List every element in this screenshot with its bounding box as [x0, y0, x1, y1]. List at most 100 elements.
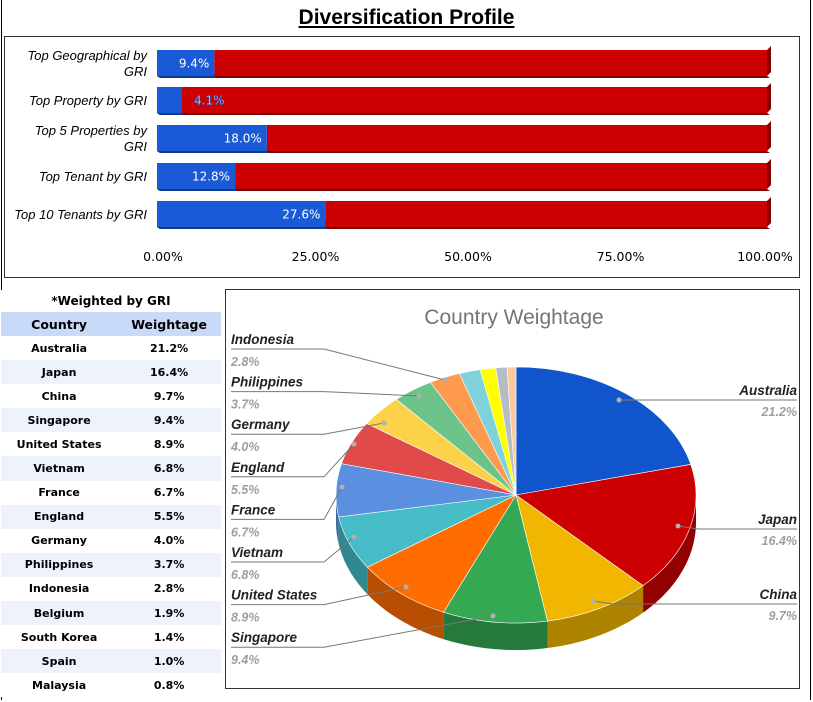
pie-slice-side: [367, 567, 444, 640]
callout-dot: [675, 523, 681, 529]
table-row: England 5.5%: [1, 504, 221, 529]
callout-dot: [351, 441, 357, 447]
bar-remainder: [325, 201, 767, 227]
callout-value: 9.4%: [231, 653, 260, 667]
pie-slice: [515, 464, 697, 587]
table-row: Philippines 3.7%: [1, 552, 221, 577]
pie-slice-side: [547, 585, 644, 649]
callout-value: 6.8%: [231, 568, 260, 582]
weightage-cell: 9.4%: [117, 408, 221, 433]
country-cell: Singapore: [1, 408, 118, 433]
country-cell: Spain: [1, 649, 118, 674]
pie-top: [335, 366, 697, 624]
bar-shadow: [157, 189, 239, 191]
weightage-cell: 5.5%: [117, 504, 221, 529]
country-cell: United States: [1, 432, 118, 457]
bar: [157, 163, 236, 189]
bar-remainder: [214, 50, 768, 76]
callout-value: 9.7%: [769, 609, 798, 623]
bar-chart-panel: 9.4% Top Geographical by GRI 4.1% Top Proper…: [4, 36, 800, 278]
bar-value-label: 27.6%: [282, 208, 320, 222]
weightage-cell: 8.9%: [117, 432, 221, 457]
weightage-cell: 1.4%: [117, 625, 221, 650]
callout-name: United States: [231, 588, 318, 603]
category-label: Top 5 Properties by: [35, 123, 149, 138]
callout-name: Germany: [231, 417, 291, 432]
callout-name: Australia: [738, 383, 797, 398]
callout-name: Japan: [758, 512, 797, 527]
column-header-country: Country: [1, 312, 118, 336]
weightage-cell: 3.7%: [117, 552, 221, 577]
callout-line: [231, 615, 494, 648]
callout-name: England: [231, 460, 285, 475]
table-row: Indonesia 2.8%: [1, 576, 221, 602]
pie-slice-side: [338, 516, 368, 595]
pie-slice: [506, 366, 517, 496]
callout-value: 16.4%: [762, 534, 797, 548]
callout-value: 21.2%: [761, 405, 797, 419]
callout-name: Vietnam: [231, 545, 283, 560]
bar: [157, 87, 183, 113]
category-label: Top 10 Tenants by GRI: [14, 207, 147, 222]
bar-shadow: [157, 113, 186, 115]
weightage-table-panel: *Weighted by GRI Country Weightage Austr…: [1, 290, 221, 698]
column-header-weightage: Weightage: [117, 312, 221, 336]
callout-dot: [590, 598, 596, 604]
pie-slice: [366, 494, 517, 613]
callout-name: Philippines: [231, 375, 304, 390]
weightage-cell: 9.7%: [117, 384, 221, 409]
bar-bottom-face: [157, 76, 770, 78]
bar-shadow: [157, 227, 329, 229]
category-label: GRI: [124, 139, 148, 154]
bar: [157, 125, 267, 151]
bar: [157, 50, 215, 76]
callout-value: 3.7%: [231, 398, 260, 412]
weightage-cell: 0.8%: [117, 673, 221, 698]
pie-chart-panel: Country Weightage Australia 21.2% Japan 16.4…: [225, 289, 800, 689]
callout-line: [231, 391, 420, 397]
pie-slice-side: [643, 495, 696, 613]
bar-group: 4.1% Top Property by GRI: [29, 83, 771, 115]
category-label: GRI: [124, 64, 148, 79]
bar-bottom-face: [157, 113, 770, 115]
callout-value: 8.9%: [231, 611, 260, 625]
bar-shadow: [157, 76, 218, 78]
callout-line: [231, 443, 355, 478]
bar-group: 27.6% Top 10 Tenants by GRI: [14, 197, 771, 229]
callout-line: [231, 422, 385, 435]
category-label: Top Geographical by: [28, 48, 149, 63]
callout-dot: [490, 613, 496, 619]
page-title: Diversification Profile: [298, 6, 515, 29]
pie-slice: [443, 494, 548, 624]
bar-group: 12.8% Top Tenant by GRI: [39, 159, 771, 191]
pie-slice-side: [443, 612, 548, 650]
bar-value-label: 18.0%: [224, 132, 262, 146]
x-tick-label: 75.00%: [597, 249, 645, 264]
callout-value: 6.7%: [231, 525, 260, 539]
callout-line: [231, 348, 446, 381]
bar-remainder: [235, 163, 767, 189]
callout-line: [677, 525, 797, 530]
bar-shadow: [157, 151, 270, 153]
callout-name: China: [759, 587, 797, 602]
callout-value: 5.5%: [231, 483, 260, 497]
country-cell: Indonesia: [1, 576, 118, 602]
table-row: Belgium 1.9%: [1, 601, 221, 626]
table-row: Singapore 9.4%: [1, 408, 221, 433]
table-row: France 6.7%: [1, 480, 221, 505]
callout-dot: [616, 397, 622, 403]
weightage-table: *Weighted by GRI Country Weightage Austr…: [1, 290, 221, 698]
table-row: South Korea 1.4%: [1, 625, 221, 650]
callout-name: France: [231, 502, 276, 517]
pie-callouts: Australia 21.2% Japan 16.4% China 9.7% Indones…: [230, 332, 797, 667]
pie-slice: [515, 366, 692, 496]
weightage-cell: 21.2%: [117, 336, 221, 361]
callout-line: [231, 536, 355, 563]
country-cell: China: [1, 384, 118, 409]
country-cell: France: [1, 480, 118, 505]
country-cell: Belgium: [1, 601, 118, 626]
callout-dot: [381, 420, 387, 426]
